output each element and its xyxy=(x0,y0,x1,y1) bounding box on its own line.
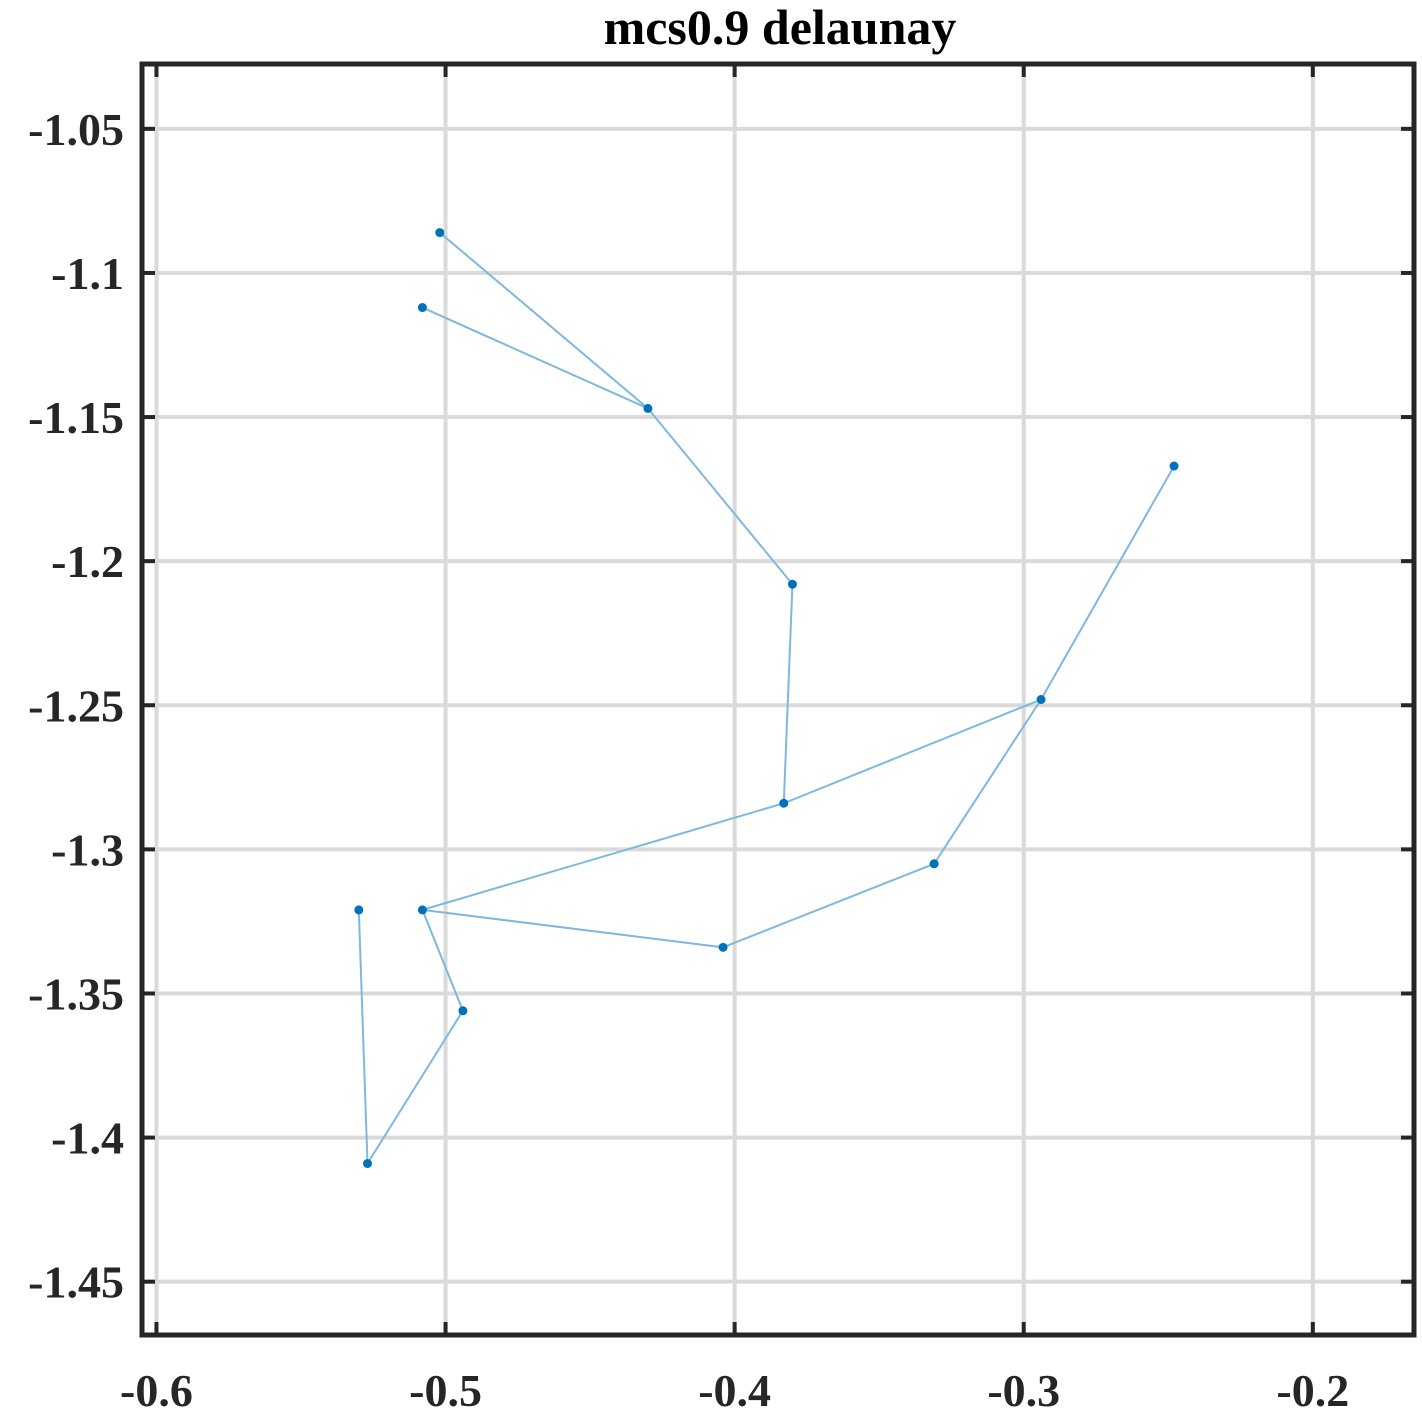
x-tick-label: -0.5 xyxy=(409,1365,482,1414)
data-point xyxy=(1169,461,1179,471)
delaunay-edge xyxy=(783,698,1042,805)
y-tick-label: -1.3 xyxy=(51,824,124,875)
data-point xyxy=(417,905,427,915)
y-tick-label: -1.05 xyxy=(28,104,124,155)
delaunay-edge xyxy=(422,802,785,911)
y-tick-label: -1.2 xyxy=(51,536,124,587)
delaunay-edge xyxy=(422,306,649,410)
data-point xyxy=(779,798,789,808)
y-axis-ticks: -1.05 -1.1 -1.15 -1.2 -1.25 -1.3 -1.35 -1.4 -1.4… xyxy=(28,104,1414,1308)
data-points xyxy=(354,228,1179,1169)
grid-lines xyxy=(142,64,1414,1335)
delaunay-edge xyxy=(782,584,794,804)
data-point xyxy=(718,942,728,952)
axes-frame xyxy=(139,61,1417,1338)
data-point xyxy=(435,228,445,238)
y-tick-label: -1.25 xyxy=(28,680,124,731)
y-tick-label: -1.1 xyxy=(51,248,124,299)
y-tick-label: -1.15 xyxy=(28,392,124,443)
delaunay-edge xyxy=(366,1010,464,1165)
y-tick-label: -1.4 xyxy=(51,1113,124,1164)
y-tick-label: -1.45 xyxy=(28,1257,124,1308)
data-point xyxy=(1036,695,1046,704)
x-tick-label: -0.4 xyxy=(698,1365,771,1414)
axes-box xyxy=(139,61,1417,1338)
delaunay-edge xyxy=(722,862,935,949)
data-point xyxy=(458,1006,468,1016)
delaunay-edge xyxy=(422,908,724,949)
data-point xyxy=(787,579,797,589)
delaunay-edge xyxy=(933,698,1042,865)
delaunay-edge xyxy=(421,909,464,1012)
y-tick-label: -1.35 xyxy=(28,968,124,1019)
x-tick-label: -0.3 xyxy=(987,1365,1060,1414)
data-point xyxy=(354,905,364,915)
chart-title: mcs0.9 delaunay xyxy=(604,0,957,55)
delaunay-edge xyxy=(647,407,794,585)
data-point xyxy=(362,1159,372,1169)
delaunay-edge xyxy=(439,231,649,410)
x-tick-label: -0.6 xyxy=(120,1365,193,1414)
delaunay-edge xyxy=(1040,465,1175,700)
x-tick-label: -0.2 xyxy=(1276,1365,1349,1414)
delaunay-edges xyxy=(357,231,1175,1165)
delaunay-edge xyxy=(357,909,369,1164)
data-point xyxy=(643,403,653,413)
data-point xyxy=(417,303,427,313)
data-point xyxy=(929,859,939,869)
x-axis-ticks: -0.6 -0.5 -0.4 -0.3 -0.2 xyxy=(120,64,1349,1414)
